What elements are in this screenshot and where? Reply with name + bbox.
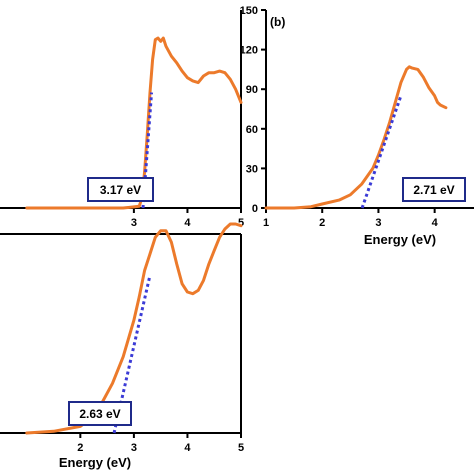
panel-b: 1 2 3 4 0 30 60 90 120 150 (b) Energy (eV) 2.71 e… — [240, 5, 474, 247]
panel-a-x-tick-label-0: 3 — [131, 217, 137, 229]
panel-a-x-ticks: 3 4 5 — [131, 208, 244, 229]
panel-b-y-tick-label-4: 120 — [240, 45, 258, 57]
panel-b-x-tick-label-3: 4 — [432, 217, 439, 229]
panel-c-x-tick-label-2: 4 — [184, 442, 191, 454]
panel-c-x-tick-label-0: 2 — [77, 442, 83, 454]
panel-c: 2 3 4 5 Energy (eV) 2.63 eV — [0, 222, 244, 470]
panel-b-annotation-text: 2.71 eV — [413, 183, 454, 197]
panel-b-series — [264, 65, 448, 210]
panel-b-y-tick-label-3: 90 — [246, 84, 258, 96]
panel-b-ticks: 1 2 3 4 0 30 60 90 120 150 — [240, 5, 439, 229]
panel-c-x-tick-label-3: 5 — [238, 442, 244, 454]
panel-a-annotation-text: 3.17 eV — [100, 183, 141, 197]
panel-b-y-tick-label-1: 30 — [246, 163, 258, 175]
panel-a-x-tick-label-2: 5 — [238, 217, 244, 229]
panel-b-y-tick-label-5: 150 — [240, 5, 258, 17]
panel-a-annotation: 3.17 eV — [87, 177, 154, 202]
panel-b-y-tick-label-0: 0 — [252, 203, 258, 215]
panel-b-x-tick-label-2: 3 — [375, 217, 381, 229]
panel-b-x-axis-title: Energy (eV) — [364, 232, 436, 247]
panel-a: 3 4 5 3.17 eV — [0, 10, 244, 229]
panel-b-series-line-0 — [264, 65, 448, 210]
panel-c-x-ticks: 2 3 4 5 — [77, 433, 244, 454]
panel-a-x-tick-label-1: 4 — [184, 217, 191, 229]
panel-b-x-tick-label-0: 1 — [263, 217, 269, 229]
panel-b-fit-line — [360, 95, 403, 209]
panel-b-annotation: 2.71 eV — [402, 177, 466, 202]
panel-c-series-line-0 — [25, 222, 243, 435]
panel-b-fit — [360, 95, 403, 209]
panel-a-annotation-box — [87, 177, 154, 202]
panel-c-annotation-text: 2.63 eV — [79, 407, 120, 421]
panel-b-y-tick-label-2: 60 — [246, 124, 258, 136]
panel-c-series — [25, 222, 243, 435]
panel-c-x-axis-title: Energy (eV) — [59, 455, 131, 470]
panel-b-label: (b) — [270, 15, 285, 29]
panel-c-x-tick-label-1: 3 — [131, 442, 137, 454]
panel-b-x-tick-label-1: 2 — [319, 217, 325, 229]
panel-c-annotation: 2.63 eV — [68, 401, 132, 426]
panel-b-annotation-box — [402, 177, 466, 202]
panel-c-annotation-box — [68, 401, 132, 426]
